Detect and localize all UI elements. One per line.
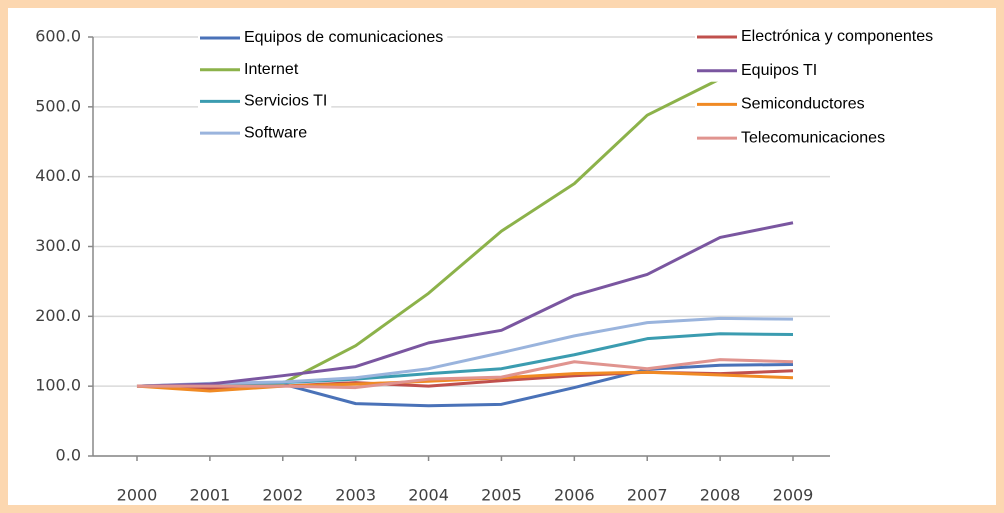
y-tick-label: 500.0	[35, 96, 81, 115]
x-tick-label: 2007	[627, 486, 668, 505]
x-tick-label: 2000	[117, 486, 158, 505]
legend-label: Telecomunicaciones	[741, 129, 885, 146]
series-line	[136, 221, 794, 388]
legend-bg	[198, 27, 448, 49]
legend-label: Servicios TI	[244, 93, 327, 110]
series-line	[136, 316, 794, 388]
legend-label: Electrónica y componentes	[741, 28, 933, 45]
legend-bg	[198, 122, 312, 145]
series-line	[137, 358, 794, 390]
y-tick-label: 200.0	[35, 306, 81, 325]
legend-bg	[198, 90, 332, 113]
legend-bg	[695, 93, 869, 116]
y-tick-label: 400.0	[35, 166, 81, 185]
y-tick-label: 0.0	[56, 446, 81, 465]
legend-bg	[695, 59, 822, 82]
x-tick-label: 2003	[335, 486, 376, 505]
chart-area	[8, 8, 996, 505]
legend-bg	[695, 26, 938, 48]
x-tick-label: 2001	[190, 486, 231, 505]
x-tick-label: 2006	[554, 486, 595, 505]
legend-label: Semiconductores	[741, 96, 865, 113]
x-tick-label: 2008	[700, 486, 741, 505]
x-tick-label: 2005	[481, 486, 522, 505]
legend-label: Equipos de comunicaciones	[244, 29, 443, 46]
legend-label: Equipos TI	[741, 62, 817, 79]
legend-label: Software	[244, 124, 307, 141]
y-tick-label: 600.0	[35, 27, 81, 46]
legend-label: Internet	[244, 61, 299, 78]
legend-bg	[198, 58, 303, 81]
x-tick-label: 2004	[408, 486, 449, 505]
y-tick-label: 300.0	[35, 236, 81, 255]
legend-bg	[695, 127, 890, 150]
x-tick-label: 2009	[773, 486, 814, 505]
y-tick-label: 100.0	[35, 376, 81, 395]
x-tick-label: 2002	[262, 486, 303, 505]
